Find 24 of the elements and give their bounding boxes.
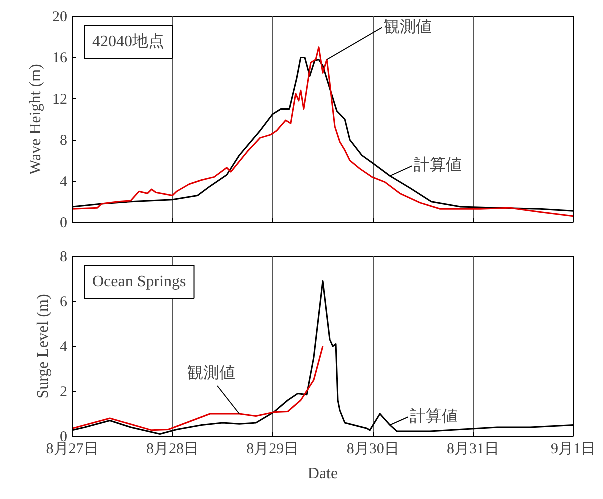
- annotation: 計算値: [410, 406, 458, 426]
- annotation: 計算値: [414, 155, 462, 174]
- y-tick-label: 6: [60, 294, 68, 310]
- x-tick-label: 9月1日: [551, 442, 596, 458]
- annotation: 観測値: [384, 16, 432, 36]
- text: 42040地点: [92, 32, 164, 50]
- x-tick-label: 8月29日: [246, 442, 300, 458]
- y-tick-label: 0: [60, 216, 68, 232]
- y-tick-label: 2: [60, 384, 68, 400]
- y-tick-label: 8: [60, 250, 68, 266]
- y-tick-label: 4: [60, 174, 68, 190]
- y-tick-label: 20: [52, 10, 68, 26]
- x-tick-label: 8月31日: [447, 442, 500, 458]
- x-tick-label: 8月28日: [146, 442, 199, 458]
- y-tick-label: 8: [60, 133, 68, 150]
- x-axis-title: Date: [308, 466, 338, 482]
- y-tick-label: 4: [60, 340, 68, 356]
- y-axis-title: Surge Level (m): [35, 294, 52, 399]
- y-axis-title: Wave Height (m): [28, 64, 44, 175]
- annotation: 観測値: [188, 363, 236, 382]
- y-tick-label: 12: [52, 92, 68, 108]
- y-tick-label: 16: [52, 50, 68, 67]
- text: Ocean Springs: [92, 274, 186, 290]
- x-tick-label: 8月30日: [346, 442, 400, 458]
